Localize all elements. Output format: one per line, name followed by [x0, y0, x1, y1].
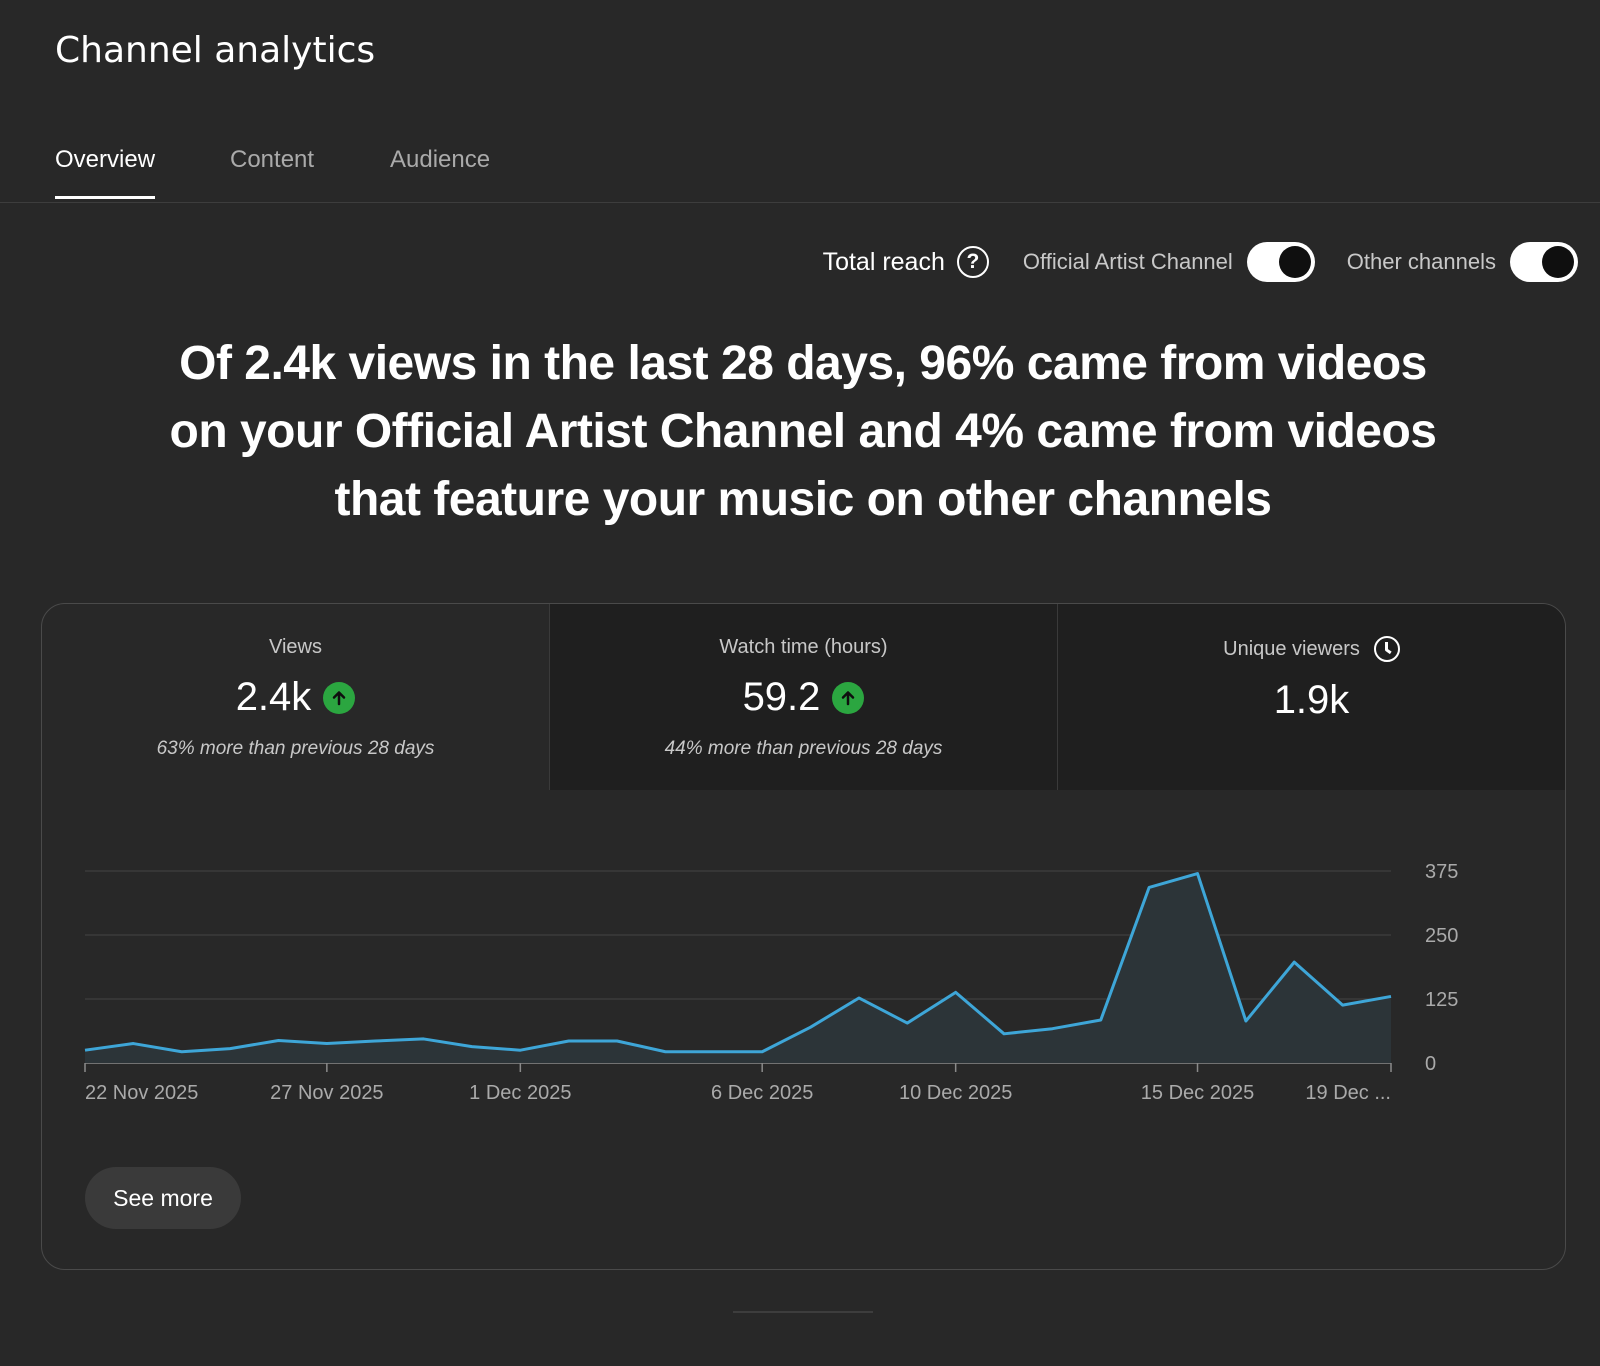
- reach-controls: Total reach ? Official Artist Channel Ot…: [823, 240, 1578, 284]
- other-channels-label: Other channels: [1346, 249, 1496, 274]
- x-tick-label: 1 Dec 2025: [469, 1082, 571, 1104]
- tab-overview[interactable]: Overview: [55, 146, 156, 199]
- metric-label: Watch time (hours): [719, 636, 888, 658]
- page-title: Channel analytics: [55, 30, 376, 71]
- y-tick-label: 375: [1425, 861, 1458, 883]
- other-channels-toggle[interactable]: [1510, 242, 1578, 282]
- toggle-knob: [1542, 246, 1574, 278]
- x-tick-label: 10 Dec 2025: [899, 1082, 1012, 1104]
- metric-comparison: 44% more than previous 28 days: [664, 738, 943, 759]
- metric-comparison: 63% more than previous 28 days: [156, 738, 435, 759]
- official-artist-channel-label: Official Artist Channel: [1022, 249, 1233, 274]
- views-series-line: [84, 872, 1392, 1054]
- tab-bar: Overview Content Audience: [0, 130, 1600, 203]
- metric-label: Unique viewers: [1223, 637, 1360, 660]
- y-tick-label: 125: [1425, 989, 1458, 1011]
- x-tick-label: 22 Nov 2025: [85, 1082, 198, 1104]
- metric-views[interactable]: Views 2.4k 63% more than previous 28 day…: [42, 604, 549, 790]
- metric-value: 59.2: [742, 675, 821, 719]
- metric-tabs: Views 2.4k 63% more than previous 28 day…: [42, 604, 1565, 790]
- metric-label: Views: [269, 636, 322, 658]
- x-tick-label: 15 Dec 2025: [1141, 1082, 1254, 1104]
- x-tick-label: 6 Dec 2025: [711, 1082, 813, 1104]
- see-more-button[interactable]: See more: [85, 1167, 241, 1229]
- metric-value: 1.9k: [1273, 678, 1350, 722]
- reach-summary-headline: Of 2.4k views in the last 28 days, 96% c…: [169, 337, 1438, 526]
- help-circle-icon[interactable]: ?: [956, 246, 989, 278]
- y-tick-label: 0: [1425, 1053, 1436, 1075]
- arrow-up-icon: [323, 681, 356, 714]
- tab-audience[interactable]: Audience: [390, 146, 491, 173]
- official-artist-channel-toggle[interactable]: [1246, 242, 1315, 282]
- metric-unique-viewers[interactable]: Unique viewers 1.9k: [1057, 604, 1565, 790]
- scroll-indicator: [733, 1311, 873, 1313]
- tab-content[interactable]: Content: [230, 146, 315, 173]
- clock-icon[interactable]: [1373, 636, 1400, 662]
- arrow-up-icon: [832, 681, 865, 714]
- toggle-knob: [1278, 246, 1311, 278]
- analytics-card: Views 2.4k 63% more than previous 28 day…: [41, 603, 1566, 1270]
- x-tick-label: 19 Dec ...: [1305, 1082, 1391, 1104]
- views-area-chart: 0 125 250 375 22 Nov 2025 27 Nov 2025 1 Dec 20…: [84, 861, 1458, 1104]
- metric-value: 2.4k: [235, 675, 312, 719]
- area-fill: [85, 873, 1391, 1063]
- metric-watch-time[interactable]: Watch time (hours) 59.2 44% more than pr…: [549, 604, 1057, 790]
- total-reach-label: Total reach: [822, 247, 945, 276]
- y-tick-label: 250: [1425, 925, 1458, 947]
- x-tick-label: 27 Nov 2025: [270, 1082, 383, 1104]
